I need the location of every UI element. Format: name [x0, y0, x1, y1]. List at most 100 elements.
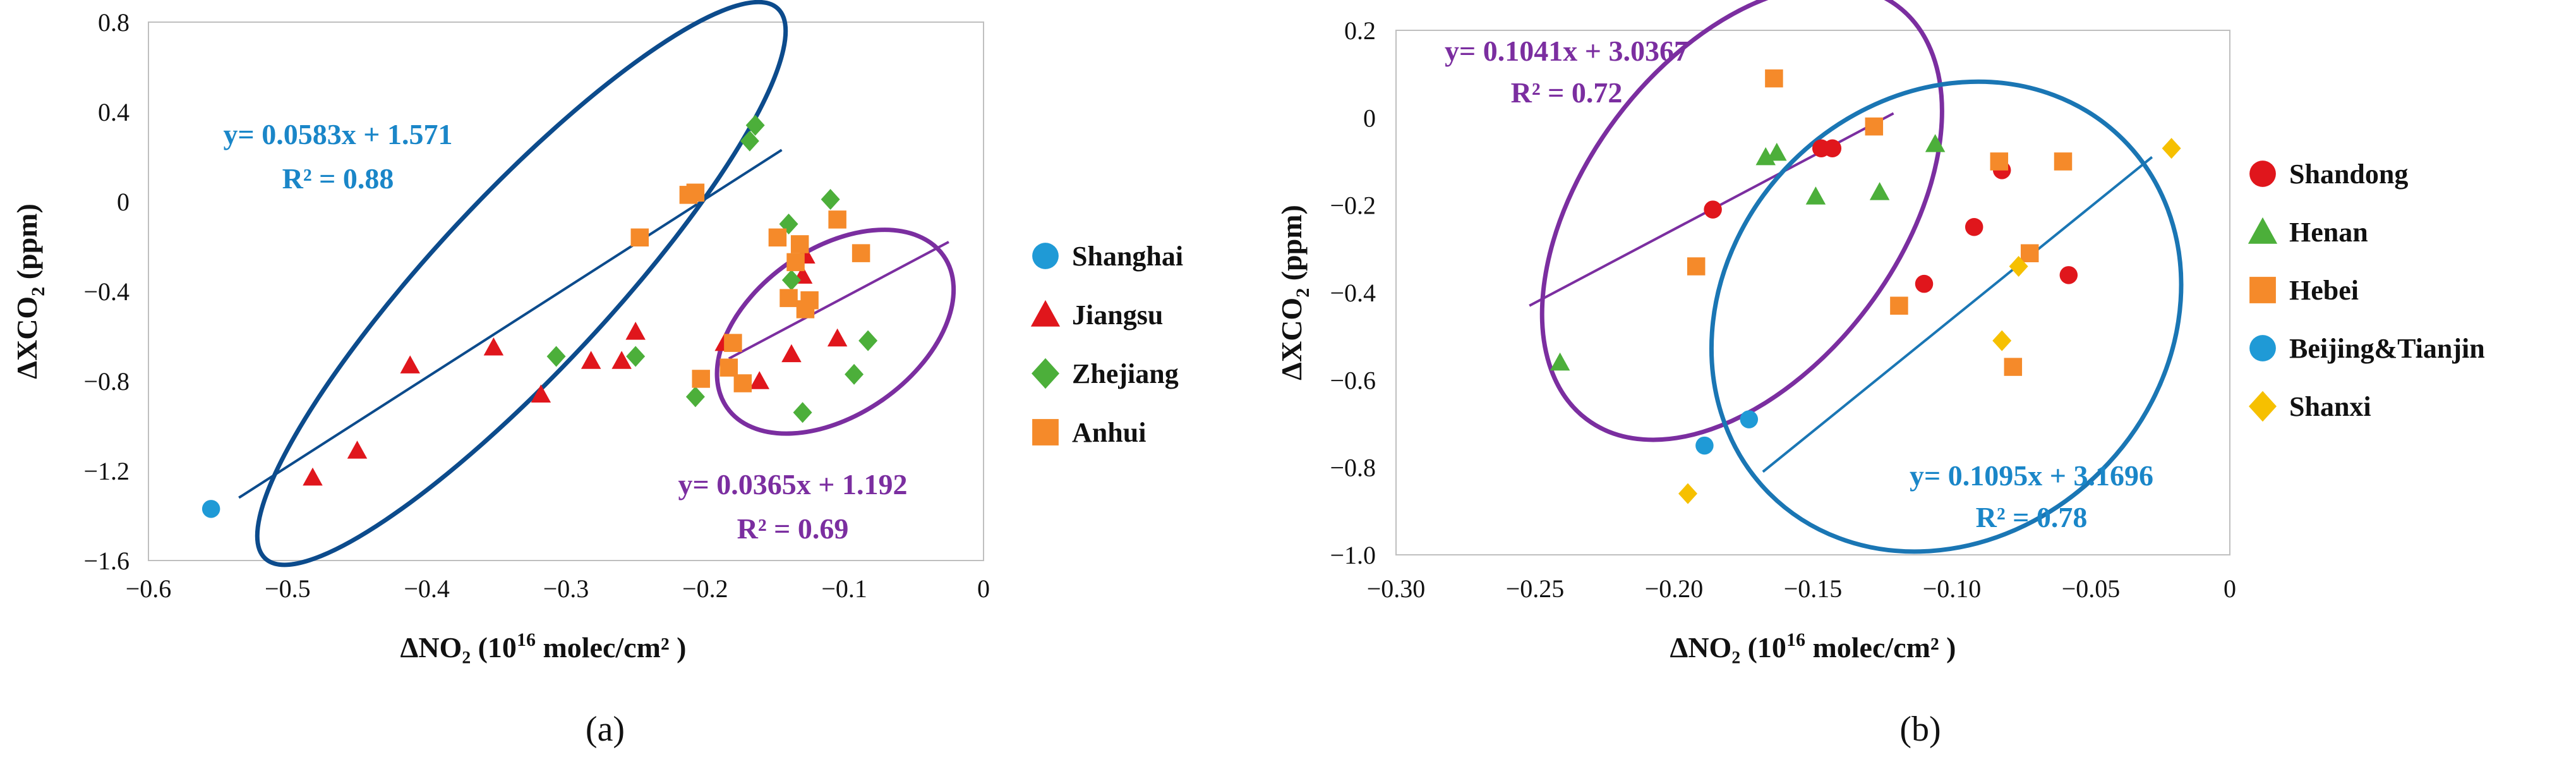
- panel-a-point-anhui: [852, 244, 870, 262]
- panel-a: −0.6 −0.5 −0.4 −0.3 −0.2 −0.1 0 −1.6 −1.2 −0.8 −0.…: [11, 0, 1183, 749]
- panel-b-legend-henan-icon: [2248, 217, 2278, 244]
- panel-a-y-tick-label: −0.8: [83, 367, 129, 396]
- panel-a-point-shanghai: [202, 500, 220, 518]
- panel-b-point-shanxi: [1992, 330, 2012, 351]
- panel-b: −0.30 −0.25 −0.20 −0.15 −0.10 −0.05 0−1.0−0.8−…: [1275, 0, 2485, 749]
- panel-b-point-hebei: [1865, 117, 1884, 136]
- panel-b-y-tick-label: −0.4: [1330, 279, 1376, 307]
- panel-a-label: (a): [586, 710, 625, 749]
- panel-a-point-jiangsu: [303, 467, 323, 486]
- panel-a-legend-label: Jiangsu: [1072, 300, 1163, 330]
- panel-b-point-hebei: [2020, 244, 2039, 262]
- panel-b-legend-shanxi-icon: [2249, 391, 2277, 422]
- panel-b-plot-area: [1395, 30, 2230, 555]
- panel-b-point-hebei: [1890, 296, 1908, 315]
- panel-a-point-zhejiang: [546, 346, 566, 367]
- panel-a-point-jiangsu: [781, 344, 802, 363]
- panel-a-legend-zhejiang-icon: [1032, 358, 1059, 389]
- panel-a-cluster-ellipse-1: [255, 0, 788, 567]
- panel-a-point-zhejiang: [745, 114, 765, 136]
- panel-b-point-shandong: [1704, 200, 1722, 219]
- panel-a-fit-line-1: [238, 149, 783, 499]
- panel-a-point-jiangsu: [611, 351, 632, 369]
- panel-b-point-hebei: [1687, 257, 1706, 276]
- panel-b-legend-shandong-icon: [2249, 161, 2276, 187]
- panel-a-plot-area: [148, 21, 984, 561]
- panel-a-point-anhui: [733, 374, 752, 392]
- panel-b-point-henan: [1805, 186, 1826, 205]
- panel-b-legend-label: Shanxi: [2289, 391, 2371, 422]
- panel-b-point-beijing-tianjin: [1740, 410, 1759, 428]
- panel-a-point-jiangsu: [347, 440, 368, 459]
- panel-a-fit-r2-1: R² = 0.88: [282, 162, 394, 195]
- panel-a-fit-r2-2: R² = 0.69: [737, 512, 849, 545]
- panel-b-legend-beijing-tianjin-icon: [2249, 335, 2276, 361]
- panel-a-point-zhejiang: [821, 188, 840, 210]
- panel-b-legend-hebei-icon: [2249, 277, 2276, 303]
- panel-a-x-axis-title: ΔNO₂ (1016 molec/cm² ): [400, 629, 686, 664]
- panel-b-x-tick-label: −0.30: [1367, 574, 1426, 603]
- panel-b-legend-label: Beijing&Tianjin: [2289, 333, 2485, 364]
- panel-a-legend-label: Anhui: [1072, 417, 1146, 448]
- panel-b-y-axis-title: ΔXCO2 (ppm): [1275, 205, 1313, 380]
- panel-b-legend-label: Shandong: [2289, 159, 2408, 190]
- panel-a-point-anhui: [724, 334, 742, 352]
- panel-b-y-tick-label: −0.2: [1330, 191, 1376, 220]
- panel-a-point-zhejiang: [626, 346, 646, 367]
- panel-b-cluster-ellipse-2: [1709, 79, 2184, 554]
- panel-a-x-tick-label: −0.5: [265, 574, 311, 603]
- panel-b-point-henan: [1925, 134, 1946, 152]
- panel-b-point-henan: [1550, 352, 1570, 371]
- panel-a-legend-jiangsu-icon: [1030, 300, 1061, 327]
- panel-a-point-anhui: [719, 358, 738, 377]
- panel-a-y-tick-label: −1.6: [83, 547, 129, 575]
- panel-a-point-jiangsu: [531, 384, 551, 403]
- panel-a-point-anhui: [828, 210, 846, 229]
- panel-a-y-tick-label: 0: [117, 188, 129, 216]
- panel-a-point-anhui: [800, 291, 819, 310]
- panel-b-y-tick-label: −0.6: [1330, 366, 1376, 394]
- panel-b-legend: Shandong Henan Hebei Beijing&Tianjin Shanxi: [2248, 159, 2485, 422]
- panel-a-point-anhui: [790, 235, 809, 253]
- panel-a-point-anhui: [786, 253, 805, 272]
- panel-a-point-zhejiang: [858, 330, 878, 351]
- panel-b-label: (b): [1899, 710, 1941, 749]
- panel-b-x-tick-label: −0.05: [2062, 574, 2121, 603]
- panel-b-fit-equation-1: y= 0.1041x + 3.0367: [1445, 35, 1688, 67]
- panel-a-fit-line-2: [728, 241, 949, 360]
- panel-a-marks: −0.6 −0.5 −0.4 −0.3 −0.2 −0.1 0 −1.6 −1.2 −0.8 −0.…: [83, 0, 1183, 603]
- panel-b-y-tick-label: 0.2: [1344, 16, 1376, 45]
- panel-b-point-shanxi: [1678, 483, 1697, 504]
- panel-a-x-tick-label: −0.3: [543, 574, 589, 603]
- panel-b-x-tick-label: −0.10: [1923, 574, 1982, 603]
- panel-a-legend-shanghai-icon: [1032, 243, 1059, 269]
- panel-b-point-shandong: [2059, 266, 2078, 284]
- panel-a-point-jiangsu: [625, 322, 646, 340]
- panel-b-point-hebei: [2054, 152, 2073, 171]
- panel-a-point-zhejiang: [793, 402, 812, 423]
- panel-b-x-tick-label: −0.15: [1784, 574, 1843, 603]
- panel-b-point-henan: [1767, 142, 1787, 161]
- panel-b-y-tick-label: −0.8: [1330, 454, 1376, 482]
- panel-a-legend-label: Zhejiang: [1072, 358, 1179, 389]
- panel-a-legend: Shanghai Jiangsu Zhejiang Anhui: [1030, 241, 1183, 448]
- panel-a-y-axis-title: ΔXCO2 (ppm): [11, 203, 49, 379]
- panel-b-x-axis-title: ΔNO₂ (1016 molec/cm² ): [1670, 629, 1956, 664]
- panel-b-fit-equation-2: y= 0.1095x + 3.1696: [1910, 459, 2153, 492]
- panel-b-point-shandong: [1915, 274, 1934, 293]
- panel-a-y-tick-label: −1.2: [83, 457, 129, 485]
- panel-a-x-tick-label: −0.4: [404, 574, 450, 603]
- panel-b-x-tick-label: 0: [2224, 574, 2236, 603]
- panel-a-y-tick-label: 0.4: [98, 98, 129, 126]
- panel-b-point-hebei: [1765, 69, 1783, 88]
- panel-a-point-jiangsu: [749, 371, 770, 389]
- panel-a-point-jiangsu: [483, 337, 504, 356]
- panel-b-legend-label: Hebei: [2289, 275, 2359, 306]
- panel-a-point-anhui: [686, 183, 705, 202]
- panel-a-legend-anhui-icon: [1032, 419, 1059, 446]
- panel-b-point-shandong: [1965, 218, 1983, 236]
- panel-a-point-zhejiang: [781, 269, 801, 291]
- panel-a-fit-equation-1: y= 0.0583x + 1.571: [224, 118, 453, 150]
- panel-b-point-shanxi: [2162, 138, 2181, 159]
